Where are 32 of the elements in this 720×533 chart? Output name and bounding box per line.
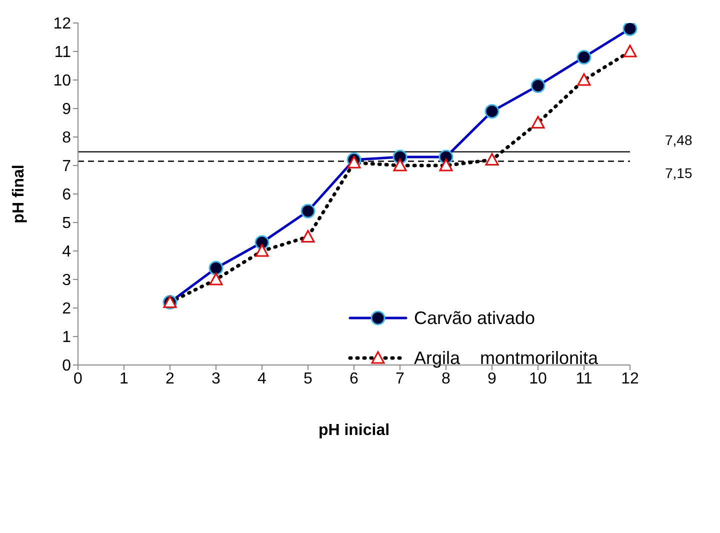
y-tick-label: 7 [62,158,72,176]
ref-line-label: 7,48 [665,132,692,148]
x-tick-label: 7 [396,370,405,388]
x-tick-label: 4 [258,370,267,388]
y-tick-label: 0 [62,358,72,375]
x-tick-label: 9 [488,370,497,388]
y-tick-label: 1 [62,329,72,346]
y-tick-label: 12 [53,16,72,33]
y-tick-label: 4 [62,244,72,261]
y-axis-title: pH final [10,164,28,224]
x-tick-label: 11 [576,370,592,388]
x-tick-label: 10 [529,370,547,388]
ref-line-label: 7,15 [665,165,692,182]
x-tick-label: 8 [442,370,451,388]
y-tick-label: 11 [54,44,72,62]
y-tick-label: 3 [62,272,72,290]
y-tick-label: 5 [62,215,72,232]
x-axis-title: pH inicial [318,422,390,439]
legend-label: Carvão ativado [414,307,536,330]
x-tick-label: 1 [120,370,129,388]
y-tick-label: 8 [62,130,72,147]
y-tick-label: 2 [62,300,72,318]
x-tick-label: 3 [212,370,221,388]
y-tick-label: 6 [62,186,72,204]
x-tick-label: 2 [166,370,175,388]
y-tick-label: 10 [53,72,72,90]
x-tick-label: 5 [304,370,313,388]
x-tick-label: 0 [74,370,83,388]
x-tick-label: 12 [621,370,639,388]
y-tick-label: 9 [62,101,72,118]
legend-label: Argila montmorilonita [414,348,598,368]
x-tick-label: 6 [350,370,359,388]
